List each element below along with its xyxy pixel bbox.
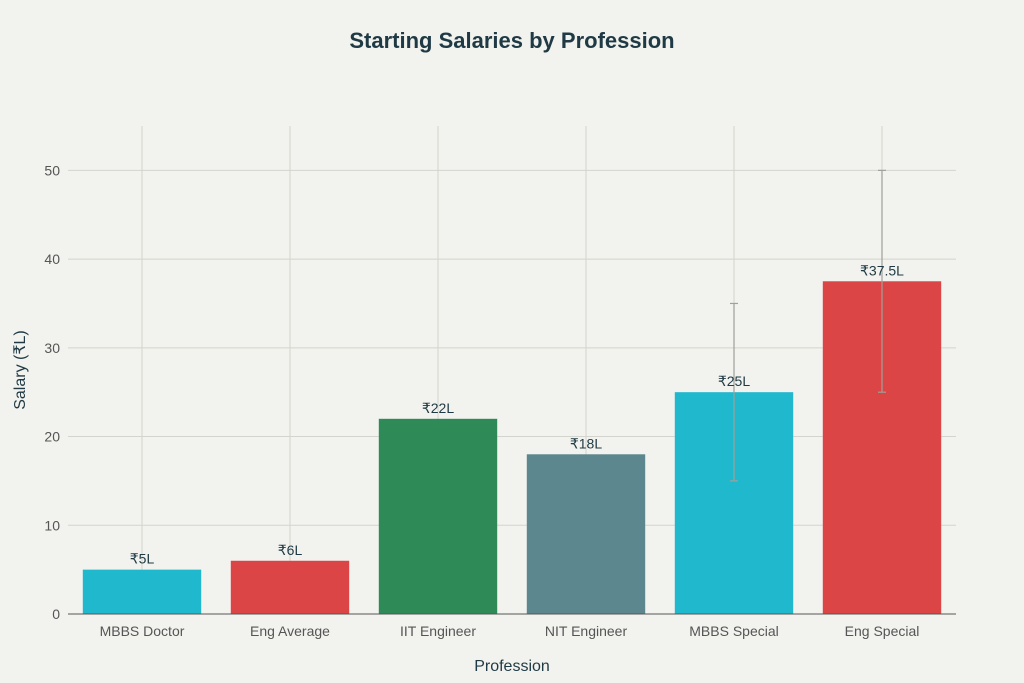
y-tick-label: 10 <box>44 517 60 533</box>
bar-layer <box>82 281 942 614</box>
bar <box>82 569 202 614</box>
data-label-layer: ₹5L ₹6L ₹22L ₹18L ₹25L ₹37.5L <box>130 262 904 566</box>
data-label: ₹22L <box>422 400 454 416</box>
data-label: ₹5L <box>130 551 155 567</box>
chart-title: Starting Salaries by Profession <box>349 28 675 53</box>
y-tick-label: 20 <box>44 429 60 445</box>
axis-layer: 0 10 20 30 40 50 MBBS Doctor Eng Average IIT Eng… <box>44 162 956 639</box>
y-tick-label: 50 <box>44 162 60 178</box>
x-tick-label: Eng Average <box>250 623 330 639</box>
error-bar-layer-front <box>730 169 886 482</box>
bar <box>526 454 646 614</box>
data-label: ₹37.5L <box>860 262 904 278</box>
bar <box>230 560 350 614</box>
data-label: ₹6L <box>278 542 303 558</box>
bar <box>378 418 498 614</box>
y-axis-title: Salary (₹L) <box>12 330 29 410</box>
data-label: ₹25L <box>718 373 750 389</box>
x-axis-title: Profession <box>474 658 550 675</box>
x-tick-label: NIT Engineer <box>545 623 628 639</box>
data-label: ₹18L <box>570 435 602 451</box>
x-tick-label: Eng Special <box>845 623 920 639</box>
y-tick-label: 30 <box>44 340 60 356</box>
y-tick-label: 40 <box>44 251 60 267</box>
y-tick-label: 0 <box>52 606 60 622</box>
x-tick-label: IIT Engineer <box>400 623 476 639</box>
x-tick-label: MBBS Special <box>689 623 778 639</box>
x-tick-label: MBBS Doctor <box>100 623 185 639</box>
